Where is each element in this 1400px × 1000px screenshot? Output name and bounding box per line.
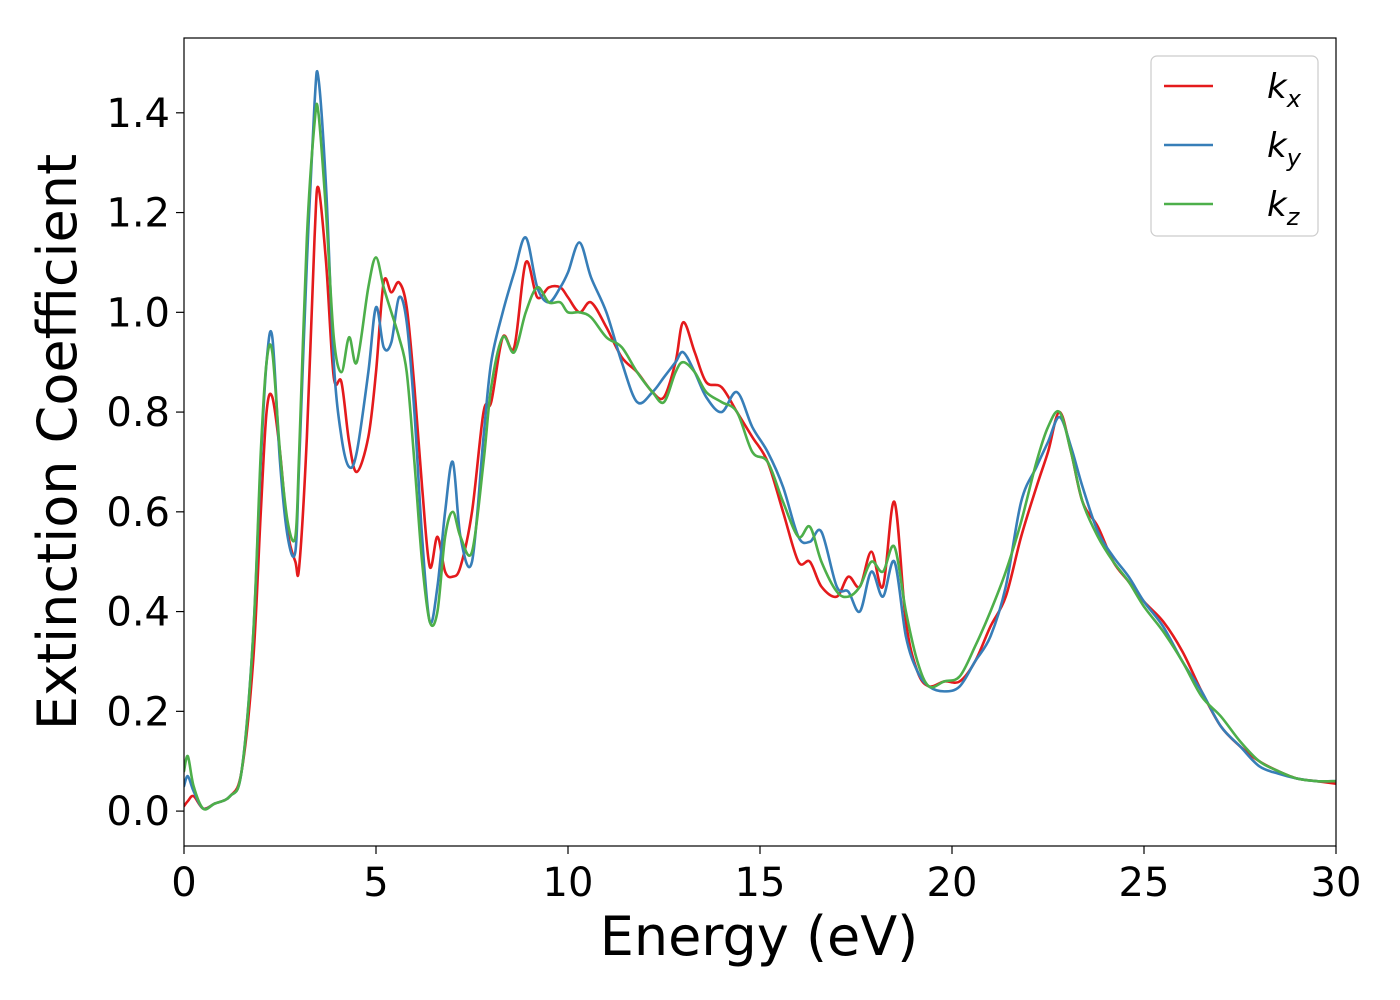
y-tick-label: 0.6 xyxy=(106,490,170,536)
y-tick-label: 0.0 xyxy=(106,789,170,835)
legend-label-subscript: x xyxy=(1286,85,1302,113)
x-tick-label: 5 xyxy=(363,860,388,906)
legend-box xyxy=(1150,55,1319,237)
y-tick-label: 0.4 xyxy=(106,590,170,636)
x-tick-label: 20 xyxy=(927,860,978,906)
plot-area xyxy=(184,70,1336,811)
legend-label-y: ky xyxy=(1267,126,1302,172)
series-line-x xyxy=(184,185,1336,811)
x-tick-label: 30 xyxy=(1311,860,1362,906)
legend-label-base: k xyxy=(1267,185,1288,225)
x-axis-title: Energy (eV) xyxy=(600,905,919,968)
x-tick-label: 10 xyxy=(543,860,594,906)
legend-label-x: kx xyxy=(1267,67,1302,113)
y-tick-label: 1.2 xyxy=(106,191,170,237)
legend-label-base: k xyxy=(1267,67,1288,107)
legend-label-subscript: y xyxy=(1286,144,1302,172)
y-axis-title: Extinction Coefficient xyxy=(26,154,89,730)
axes: 0 5 10 15 20 25 30 0.0 0.2 0.4 0.6 0.8 1.0 1.2 1.4 xyxy=(106,37,1362,906)
legend-label-base: k xyxy=(1267,126,1288,166)
y-tick-label: 1.4 xyxy=(106,91,170,137)
y-tick-label: 0.2 xyxy=(106,689,170,735)
y-tick-label: 1.0 xyxy=(106,290,170,336)
x-tick-label: 15 xyxy=(735,860,786,906)
series-line-z xyxy=(184,102,1336,811)
legend-label-subscript: z xyxy=(1286,203,1301,231)
x-tick-label: 25 xyxy=(1119,860,1170,906)
x-tick-label: 0 xyxy=(171,860,196,906)
legend-label-z: kz xyxy=(1267,185,1301,231)
y-tick-label: 0.8 xyxy=(106,390,170,436)
